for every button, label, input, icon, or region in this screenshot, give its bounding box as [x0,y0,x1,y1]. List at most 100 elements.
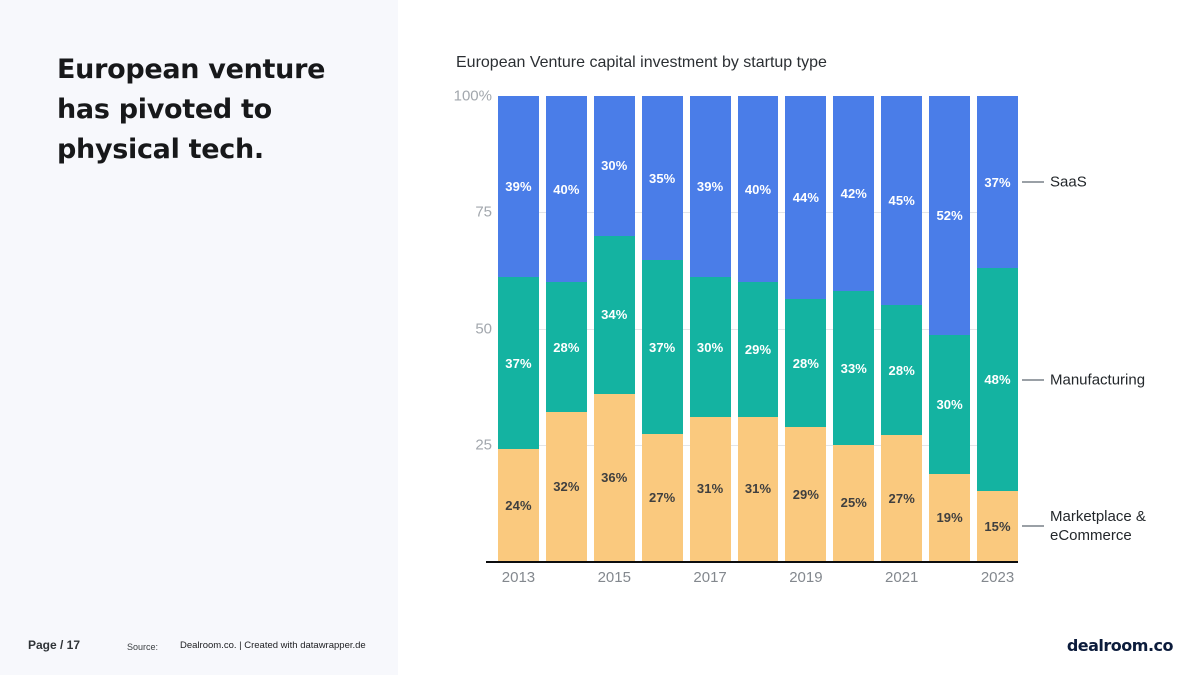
segment-value-label: 32% [553,479,580,495]
legend-label: Marketplace & eCommerce [1050,508,1146,545]
segment-value-label: 44% [792,189,820,205]
bar-segment: 48% [977,268,1018,492]
segment-value-label: 29% [744,341,772,357]
segment-value-label: 37% [984,174,1011,190]
segment-value-label: 30% [696,339,724,355]
x-axis-tick-label: 2015 [597,569,631,586]
x-axis-tick-label: 2023 [980,569,1015,586]
segment-value-label: 35% [649,170,676,186]
bar-segment: 52% [929,96,971,336]
legend-label: Manufacturing [1050,371,1146,389]
bar-segment: 24% [498,449,539,561]
segment-value-label: 33% [840,360,867,376]
segment-value-label: 40% [553,181,580,197]
bar-segment: 37% [498,277,539,450]
bar-segment: 28% [785,298,827,428]
segment-value-label: 27% [649,490,676,506]
bar-2018: 40% 29% 31% [737,96,779,561]
bar-segment: 29% [737,282,779,417]
bar-segment: 42% [833,96,875,292]
slide-headline: European venture has pivoted to physical… [57,54,326,165]
bar-segment: 27% [641,434,683,561]
bar-2021: 45% 28% 27% [881,96,923,561]
bar-2020: 42% 33% 25% [833,96,875,561]
segment-value-label: 39% [696,179,724,195]
segment-value-label: 37% [505,355,532,371]
segment-value-label: 40% [744,181,772,197]
bar-segment: 31% [737,416,779,561]
legend-connector-line [1022,378,1044,381]
segment-value-label: 45% [888,193,915,209]
bar-2022: 52% 30% 19% [929,96,971,561]
bar-segment: 39% [689,96,731,278]
segment-value-label: 31% [744,481,772,497]
bar-segment: 32% [545,412,587,561]
segment-value-label: 30% [601,158,628,174]
bar-segment: 33% [833,291,875,445]
bar-segment: 15% [977,491,1018,561]
segment-value-label: 42% [840,186,867,202]
segment-value-label: 27% [888,490,915,506]
bar-segment: 28% [881,305,923,436]
x-axis-tick-label [929,569,970,586]
segment-value-label: 28% [553,339,580,355]
x-axis-tick-label [738,569,779,586]
bar-segment: 37% [977,96,1018,269]
segment-value-label: 24% [505,497,532,513]
bar-segment: 35% [641,96,683,261]
bar-segment: 39% [498,96,539,278]
left-panel [0,0,398,675]
source-label: Source: [127,642,159,652]
bar-segment: 40% [545,96,587,282]
bar-segment: 31% [689,416,731,561]
bar-segment: 25% [833,444,875,561]
x-axis-tick-label: 2013 [501,569,536,586]
bar-segment: 27% [881,435,923,561]
x-axis-baseline [486,561,1018,563]
bar-segment: 30% [929,335,971,474]
bar-segment: 44% [785,96,827,299]
bar-segment: 30% [689,277,731,417]
bar-segment: 29% [785,427,827,561]
bar-2016: 35% 37% 27% [641,96,683,561]
legend-label: SaaS [1050,173,1087,191]
segment-value-label: 28% [888,362,915,378]
bar-segment: 19% [929,473,971,561]
chart-title: European Venture capital investment by s… [456,54,827,71]
segment-value-label: 15% [984,518,1011,534]
bar-segment: 36% [593,393,635,561]
bar-2023: 37% 48% 15% [977,96,1018,561]
bar-segment: 30% [593,96,635,236]
x-axis-tick-label [546,569,587,586]
stacked-bar-plot-area: 100% 75 50 25 39% 37% 24% 40% 28% 32% 30% 34% 36% 35%… [454,88,1018,586]
legend-connector-line [1022,525,1044,528]
x-axis-tick-label: 2017 [693,569,727,586]
y-axis-tick-label: 25 [475,436,492,454]
dealroom-logo[interactable]: dealroom.co [1066,636,1174,655]
bar-segment: 40% [737,96,779,282]
segment-value-label: 25% [840,495,867,511]
segment-value-label: 52% [936,208,963,224]
x-axis-tick-label: 2021 [885,569,919,586]
bar-segment: 37% [641,260,683,435]
bars-container: 39% 37% 24% 40% 28% 32% 30% 34% 36% 35% 37% 27% 39% 3… [498,96,1018,561]
segment-value-label: 31% [696,481,724,497]
x-axis-tick-label [642,569,683,586]
bar-2017: 39% 30% 31% [689,96,731,561]
bar-2013: 39% 37% 24% [498,96,539,561]
bar-segment: 34% [593,235,635,394]
bar-2019: 44% 28% 29% [785,96,827,561]
legend-connector-line [1022,181,1044,184]
segment-value-label: 28% [792,355,820,371]
segment-value-label: 29% [792,486,820,502]
source-attribution: Dealroom.co. | Created with datawrapper.… [180,640,366,651]
segment-value-label: 34% [601,307,628,323]
bar-2014: 40% 28% 32% [545,96,587,561]
segment-value-label: 48% [984,372,1011,388]
segment-value-label: 37% [649,339,676,355]
page-number: Page / 17 [28,638,81,652]
bar-segment: 28% [545,282,587,413]
segment-value-label: 36% [601,469,628,485]
segment-value-label: 19% [936,509,963,525]
